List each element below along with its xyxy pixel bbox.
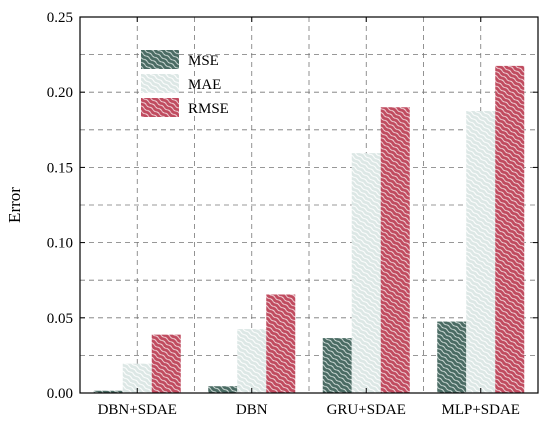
grid-lines (80, 17, 538, 393)
bar-mae-2 (351, 153, 381, 393)
bar-mse-2 (322, 338, 352, 393)
axis-ticks (80, 16, 538, 394)
legend: MSE MAE RMSE (141, 50, 229, 117)
bar-mae-1 (237, 329, 267, 393)
y-tick-label: 0.05 (47, 311, 73, 327)
legend-label-rmse: RMSE (188, 101, 229, 117)
x-tick-label: GRU+SDAE (327, 402, 406, 418)
legend-label-mse: MSE (188, 53, 219, 69)
y-axis-title: Error (5, 187, 24, 223)
bar-mse-1 (208, 386, 238, 393)
legend-swatch-rmse (141, 98, 179, 117)
plot-frame (79, 16, 539, 394)
legend-swatch-mse (141, 50, 179, 69)
bar-rmse-3 (495, 65, 525, 393)
bar-mse-0 (93, 390, 123, 393)
y-tick-label: 0.15 (47, 160, 73, 176)
x-tick-label: DBN+SDAE (98, 402, 177, 418)
axis-labels: 0.00 0.05 0.10 0.15 0.20 0.25 DBN+SDAE DBN GRU+S… (47, 10, 520, 418)
y-tick-label: 0.25 (47, 10, 73, 26)
bar-mse-3 (437, 321, 467, 393)
bar-rmse-2 (380, 107, 410, 394)
bar-rmse-0 (151, 334, 181, 393)
legend-swatch-mae (141, 74, 179, 93)
y-tick-label: 0.20 (47, 85, 73, 101)
bars (93, 65, 525, 394)
y-tick-label: 0.00 (47, 386, 73, 402)
legend-label-mae: MAE (188, 77, 221, 93)
x-tick-label: DBN (236, 402, 268, 418)
bar-mae-3 (466, 111, 496, 393)
x-tick-label: MLP+SDAE (442, 402, 520, 418)
y-tick-label: 0.10 (47, 236, 73, 252)
bar-rmse-1 (266, 294, 296, 393)
